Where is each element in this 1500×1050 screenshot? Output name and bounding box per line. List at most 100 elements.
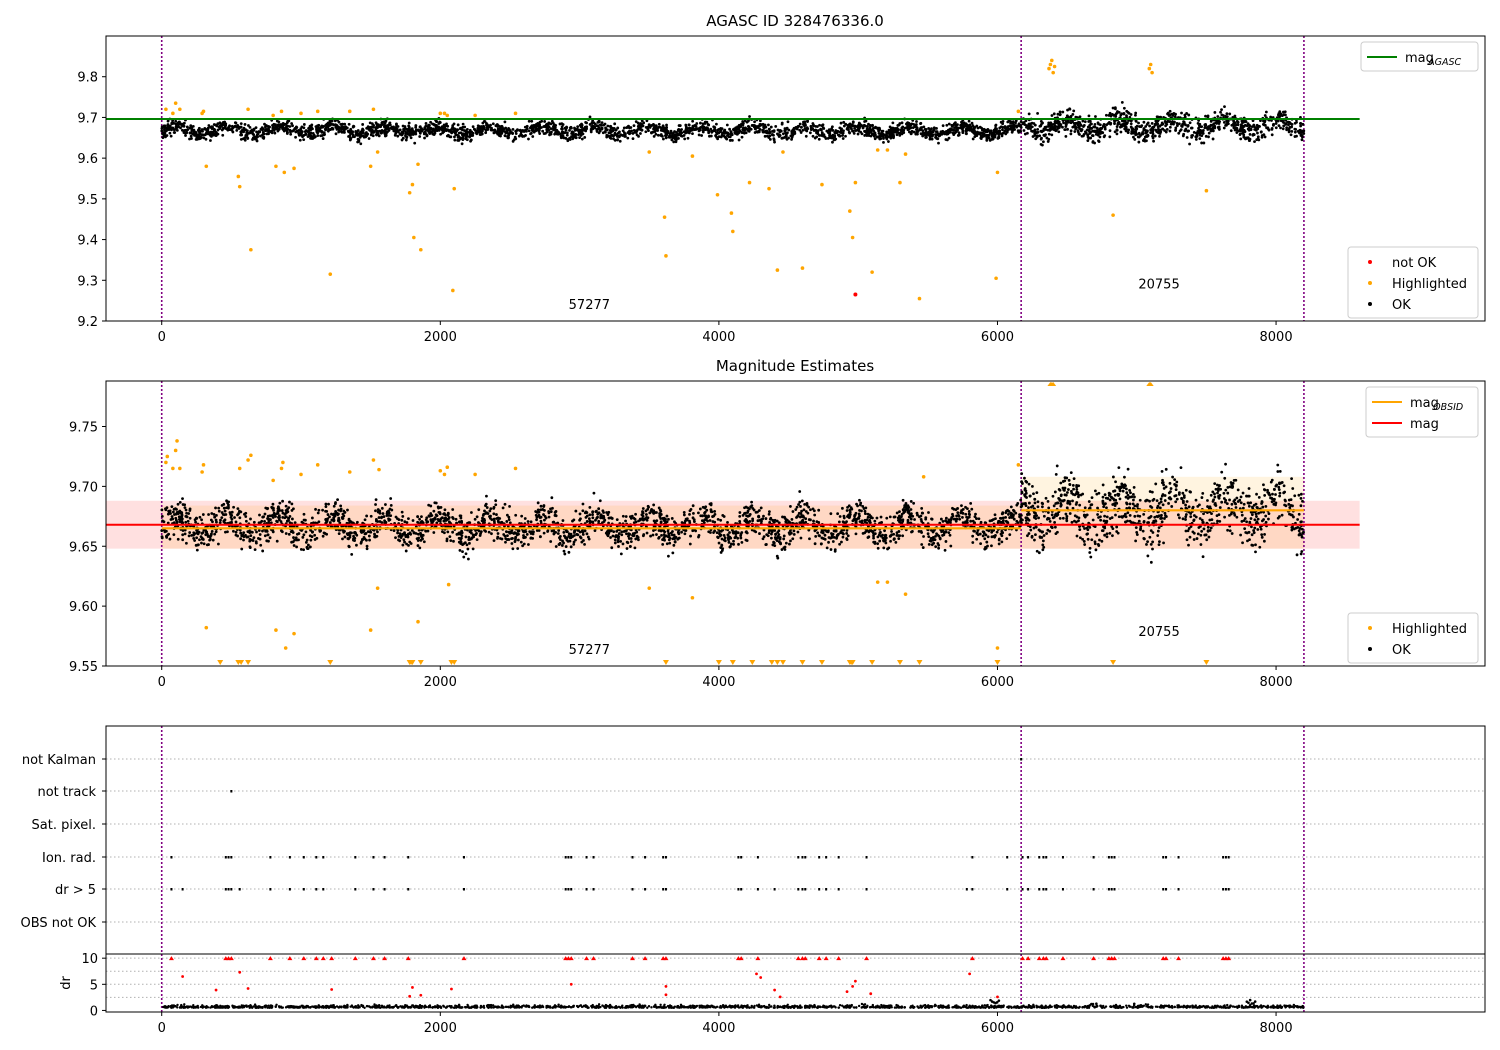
ok-point (547, 515, 551, 519)
highlighted-point (1047, 66, 1051, 71)
ok-point (332, 504, 336, 508)
ok-point (675, 134, 679, 138)
ok-point (230, 510, 234, 514)
ok-point (1298, 128, 1302, 132)
ok-point (537, 513, 541, 517)
ok-point (568, 128, 571, 132)
ok-point (302, 533, 306, 537)
ok-point (545, 123, 549, 127)
ok-point (1001, 120, 1005, 123)
ok-point (789, 134, 793, 138)
ok-point (839, 121, 843, 125)
ok-point (573, 128, 577, 132)
ok-point (188, 516, 192, 520)
ok-point (919, 530, 923, 533)
ok-point (804, 517, 808, 521)
y-tick-label: 9.3 (77, 274, 98, 289)
ok-point (496, 532, 500, 535)
ok-point (371, 134, 375, 138)
ok-point (707, 131, 711, 135)
ok-point (780, 136, 784, 140)
ok-point (1262, 119, 1265, 123)
ok-point (348, 129, 352, 133)
ok-point (238, 516, 242, 520)
ok-point (804, 127, 808, 131)
ok-point (856, 124, 860, 128)
ok-point (735, 127, 739, 131)
ok-point (610, 133, 614, 137)
ok-point (1170, 120, 1174, 124)
ok-point (840, 540, 843, 544)
ok-point (798, 122, 802, 126)
ok-point (162, 130, 166, 134)
obsid-label: 57277 (569, 298, 610, 313)
ok-point (438, 121, 442, 124)
ok-point (1113, 122, 1116, 125)
ok-point (941, 124, 945, 128)
ok-point (1255, 123, 1259, 127)
ok-point (365, 514, 369, 518)
ok-point (853, 126, 857, 130)
ok-point (178, 120, 181, 124)
ok-point (704, 126, 708, 130)
ok-point (1281, 127, 1285, 131)
ok-point (637, 124, 641, 127)
ok-point (485, 494, 488, 498)
ok-point (205, 132, 208, 135)
ok-point (387, 129, 391, 132)
ok-point (669, 134, 673, 138)
ok-point (677, 137, 680, 140)
ok-point (1119, 113, 1123, 117)
ok-point (565, 131, 569, 135)
highlighted-point (249, 247, 253, 252)
ok-point (719, 551, 723, 554)
ok-point (1080, 128, 1084, 131)
ok-point (216, 122, 220, 126)
ok-point (935, 126, 938, 130)
ok-point (233, 516, 236, 519)
ok-point (1263, 135, 1267, 139)
ok-point (1083, 120, 1087, 124)
ok-point (618, 139, 622, 143)
ok-point (1038, 134, 1042, 138)
ok-point (1284, 122, 1288, 126)
ok-point (541, 129, 545, 133)
ok-point (786, 120, 790, 124)
ok-point (1216, 115, 1220, 118)
ok-point (816, 531, 820, 535)
ok-point (1072, 109, 1076, 113)
ok-point (581, 533, 585, 536)
ok-point (713, 129, 717, 133)
highlighted-point (513, 111, 518, 116)
ok-point (1158, 134, 1161, 138)
ok-point (995, 127, 998, 131)
ok-point (593, 126, 597, 130)
ok-point (505, 520, 509, 523)
ok-point (432, 531, 436, 534)
ok-point (1181, 134, 1185, 138)
ok-point (292, 507, 295, 511)
ok-point (200, 541, 203, 545)
ok-point (1052, 112, 1056, 116)
panel1-frame (105, 35, 1486, 322)
ok-point (596, 124, 600, 128)
ok-point (986, 127, 990, 131)
ok-point (170, 515, 174, 518)
highlighted-point (875, 148, 880, 152)
ok-point (768, 128, 771, 132)
ok-point (527, 137, 530, 141)
ok-point (683, 137, 687, 141)
ok-point (827, 128, 831, 132)
ok-point (844, 134, 847, 138)
highlighted-point (917, 296, 922, 301)
ok-point (291, 124, 294, 128)
ok-point (1102, 124, 1106, 127)
ok-point (401, 133, 404, 136)
ok-point (608, 136, 612, 140)
ok-point (1235, 119, 1239, 123)
ok-point (548, 131, 552, 135)
ok-point (445, 134, 449, 138)
ok-point (1133, 137, 1137, 141)
ok-point (864, 119, 868, 123)
ok-point (263, 519, 266, 523)
